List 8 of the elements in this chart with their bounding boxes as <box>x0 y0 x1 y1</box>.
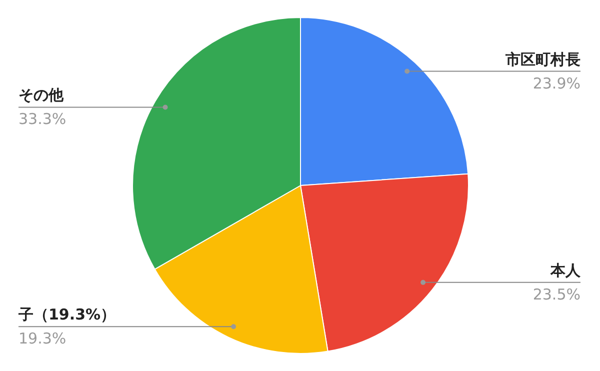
data-label: 23.5% <box>532 285 581 304</box>
data-label: 19.3% <box>18 330 66 348</box>
data-label: 23.9% <box>532 74 581 92</box>
slice-label: 市区町村長 <box>504 50 580 68</box>
slice-label: 本人 <box>550 261 582 280</box>
data-label: 33.3% <box>18 110 66 128</box>
slice-label: 子（19.3%） <box>18 306 116 324</box>
slice-label: その他 <box>18 86 64 104</box>
